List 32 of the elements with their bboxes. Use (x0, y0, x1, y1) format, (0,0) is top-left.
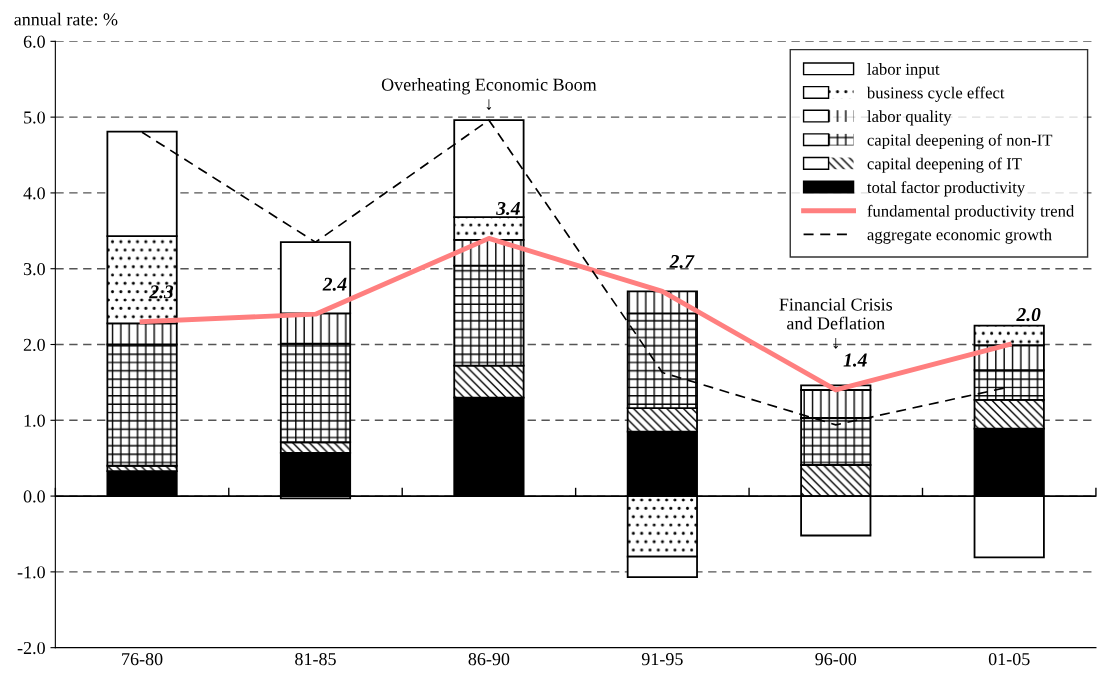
y-axis-title: annual rate: % (14, 12, 118, 26)
y-tick-label: 3.0 (23, 262, 45, 276)
legend-label: capital deepening of IT (867, 157, 1022, 173)
y-tick-label: 5.0 (24, 111, 45, 124)
x-tick-label: 91-95 (641, 653, 683, 666)
x-tick-label: 01-05 (988, 653, 1030, 666)
y-tick-label: 6.0 (23, 35, 45, 48)
data-label: 2.7 (669, 254, 695, 269)
x-tick-label: 86-90 (468, 653, 510, 666)
legend-label: business cycle effect (866, 86, 1005, 102)
data-label: 2.0 (1016, 307, 1041, 322)
x-tick-label: 96-00 (815, 653, 857, 666)
legend-label: total factor productivity (867, 181, 1026, 197)
y-tick-label: -2.0 (17, 641, 45, 655)
data-label: 3.4 (496, 201, 520, 216)
x-tick-label: 76-80 (122, 653, 163, 666)
data-label: 1.4 (843, 353, 867, 367)
legend-label: aggregate economic growth (867, 228, 1052, 244)
data-label: 2.3 (149, 285, 174, 299)
y-tick-label: -1.0 (17, 566, 45, 579)
legend-label: fundamental productivity trend (867, 204, 1075, 221)
legend-label: labor quality (867, 110, 952, 126)
data-label: 2.4 (322, 277, 347, 291)
y-tick-label: 2.0 (23, 338, 45, 352)
legend-label: labor input (867, 63, 940, 79)
y-tick-label: 1.0 (24, 414, 45, 427)
annotation: Financial Crisis and Deflation ↓ (779, 297, 893, 349)
y-tick-label: 0.0 (23, 490, 45, 503)
annotation: Overheating Economic Boom ↓ (381, 78, 597, 111)
legend-label: capital deepening of non-IT (867, 133, 1053, 150)
x-tick-label: 81-85 (295, 653, 336, 666)
y-tick-label: 4.0 (23, 187, 45, 200)
